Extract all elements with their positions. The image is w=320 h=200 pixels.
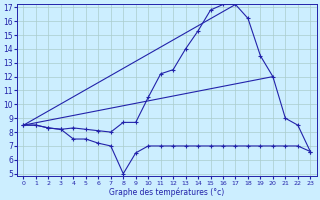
X-axis label: Graphe des températures (°c): Graphe des températures (°c) [109, 187, 225, 197]
